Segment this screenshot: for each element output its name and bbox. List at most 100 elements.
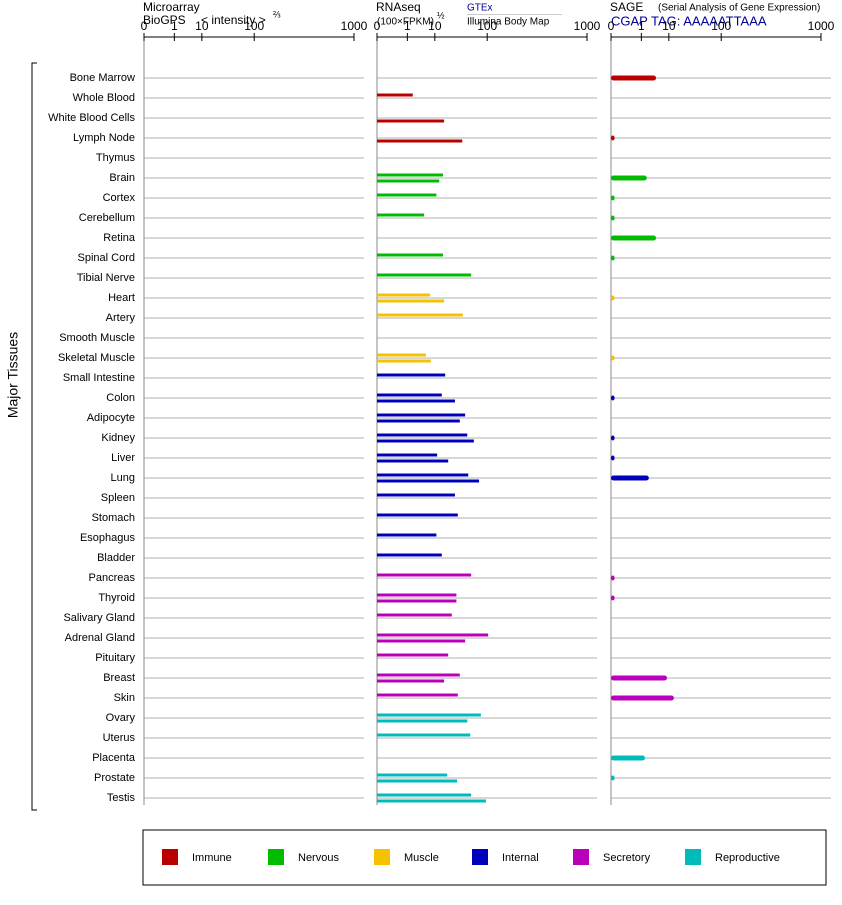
bar bbox=[377, 253, 443, 257]
category-label: Thymus bbox=[96, 152, 136, 164]
category-label: Retina bbox=[103, 232, 136, 244]
category-label: Brain bbox=[109, 172, 135, 184]
bar bbox=[377, 433, 468, 437]
x-tick-label: 10 bbox=[662, 19, 676, 33]
bar bbox=[377, 679, 445, 683]
legend-label: Reproductive bbox=[715, 852, 780, 864]
legend-label: Muscle bbox=[404, 852, 439, 864]
bar bbox=[377, 273, 472, 277]
bar bbox=[377, 173, 443, 177]
panel-title: RNAseq bbox=[376, 0, 421, 14]
category-label: Lung bbox=[111, 472, 135, 484]
bar bbox=[377, 719, 468, 723]
category-label: Ovary bbox=[106, 712, 136, 724]
bar bbox=[377, 139, 463, 143]
category-label: Placenta bbox=[92, 752, 136, 764]
bar bbox=[377, 459, 449, 463]
y-axis-label: Major Tissues bbox=[5, 332, 21, 418]
x-axis-label: < intensity > bbox=[201, 13, 266, 27]
legend-swatch bbox=[573, 849, 589, 865]
category-label: Adrenal Gland bbox=[65, 632, 135, 644]
legend-swatch bbox=[685, 849, 701, 865]
bar bbox=[377, 93, 413, 97]
bar bbox=[611, 695, 674, 701]
bar bbox=[377, 639, 466, 643]
bar bbox=[611, 595, 615, 601]
category-label: Spinal Cord bbox=[78, 252, 135, 264]
bar bbox=[377, 473, 469, 477]
category-label: Skeletal Muscle bbox=[58, 352, 135, 364]
bar bbox=[377, 613, 452, 617]
category-label: Pituitary bbox=[95, 652, 135, 664]
category-label: Colon bbox=[106, 392, 135, 404]
legend-swatch bbox=[268, 849, 284, 865]
bar bbox=[611, 235, 657, 241]
bar bbox=[377, 479, 480, 483]
bar bbox=[377, 779, 458, 783]
bar bbox=[377, 213, 425, 217]
legend-label: Secretory bbox=[603, 852, 651, 864]
bar bbox=[611, 75, 657, 81]
category-label: Small Intestine bbox=[63, 372, 135, 384]
bar bbox=[611, 575, 615, 581]
panel-title: Microarray bbox=[143, 0, 200, 14]
bar bbox=[377, 599, 457, 603]
category-label: Testis bbox=[107, 792, 136, 804]
x-tick-label: 10 bbox=[195, 19, 209, 33]
bar bbox=[377, 179, 440, 183]
legend-swatch bbox=[162, 849, 178, 865]
legend-label: Immune bbox=[192, 852, 232, 864]
bar bbox=[377, 733, 471, 737]
bar bbox=[377, 313, 463, 317]
bar bbox=[377, 299, 445, 303]
bar bbox=[377, 693, 458, 697]
bar bbox=[377, 413, 466, 417]
x-tick-label: 1000 bbox=[574, 19, 601, 33]
bar bbox=[377, 193, 437, 197]
x-axis-label: (100×FPKM) bbox=[377, 17, 434, 28]
x-tick-label: 1 bbox=[171, 19, 178, 33]
category-label: Stomach bbox=[92, 512, 135, 524]
bar bbox=[377, 573, 472, 577]
category-label: Salivary Gland bbox=[63, 612, 135, 624]
bar bbox=[611, 455, 615, 461]
category-label: Adipocyte bbox=[87, 412, 135, 424]
category-label: Lymph Node bbox=[73, 132, 135, 144]
bar bbox=[377, 653, 449, 657]
bar bbox=[377, 553, 442, 557]
bar bbox=[377, 399, 455, 403]
bar bbox=[611, 175, 647, 181]
bar bbox=[377, 453, 438, 457]
x-tick-label: 0 bbox=[608, 19, 615, 33]
legend-swatch bbox=[374, 849, 390, 865]
category-label: Bone Marrow bbox=[70, 72, 135, 84]
bar bbox=[611, 475, 649, 481]
category-label: Cerebellum bbox=[79, 212, 135, 224]
legend-label: Nervous bbox=[298, 852, 339, 864]
bar bbox=[377, 793, 472, 797]
bar bbox=[377, 513, 458, 517]
x-tick-label: 10 bbox=[428, 19, 442, 33]
x-tick-label: 100 bbox=[244, 19, 264, 33]
category-label: Spleen bbox=[101, 492, 135, 504]
category-label: Thyroid bbox=[98, 592, 135, 604]
series-name[interactable]: GTEx bbox=[467, 3, 493, 14]
category-label: Bladder bbox=[97, 552, 135, 564]
category-label: Uterus bbox=[103, 732, 136, 744]
bar bbox=[377, 593, 457, 597]
panel-subtitle: (Serial Analysis of Gene Expression) bbox=[658, 3, 820, 14]
bar bbox=[377, 119, 445, 123]
bar bbox=[611, 135, 615, 141]
panel-title: SAGE bbox=[610, 0, 643, 14]
x-axis-label-power: ½ bbox=[437, 10, 445, 20]
category-label: Liver bbox=[111, 452, 135, 464]
bar bbox=[377, 673, 460, 677]
bar bbox=[611, 755, 646, 761]
category-label: Skin bbox=[114, 692, 135, 704]
bar bbox=[377, 439, 474, 443]
category-label: Artery bbox=[106, 312, 136, 324]
x-tick-label: 1000 bbox=[808, 19, 835, 33]
category-label: Heart bbox=[108, 292, 135, 304]
bar bbox=[611, 355, 615, 361]
bar bbox=[611, 775, 615, 781]
